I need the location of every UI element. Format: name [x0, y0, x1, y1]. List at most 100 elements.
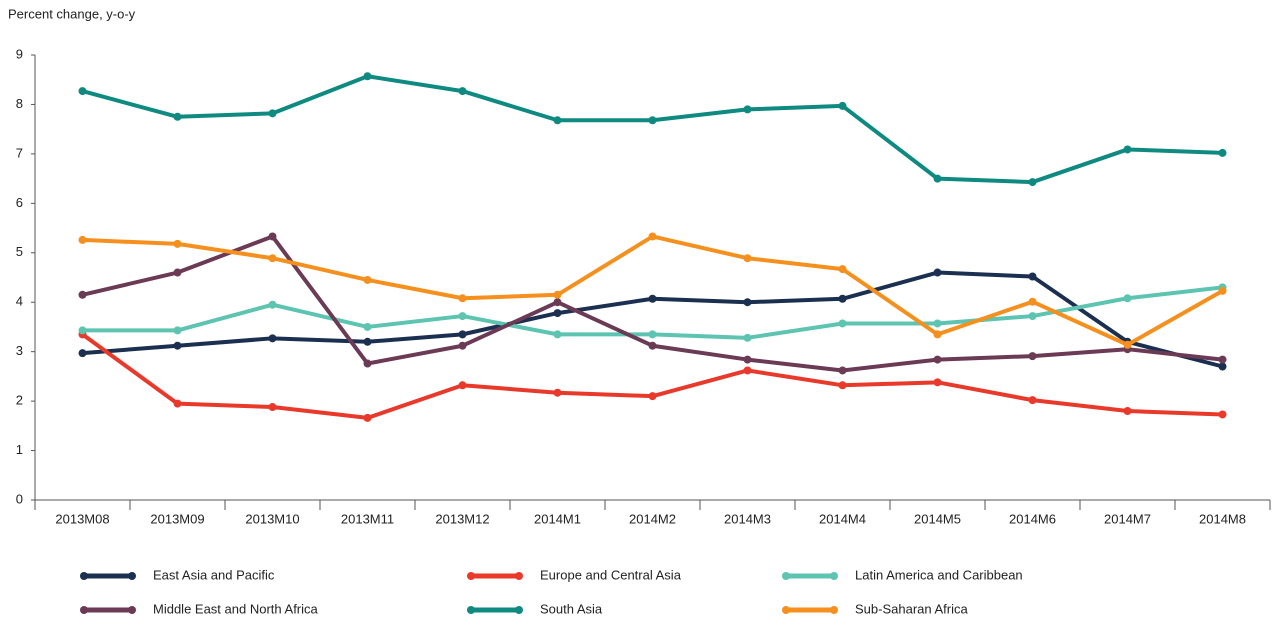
data-point: [553, 116, 562, 125]
data-point: [648, 392, 657, 401]
data-point: [173, 112, 182, 121]
data-point: [363, 322, 372, 331]
data-point: [78, 326, 87, 335]
data-point: [1028, 297, 1037, 306]
data-point: [933, 268, 942, 277]
data-point: [838, 294, 847, 303]
data-point: [78, 349, 87, 358]
data-point: [1218, 362, 1227, 371]
y-tick-label: 7: [16, 145, 23, 160]
data-point: [648, 330, 657, 339]
x-tick-label: 2013M08: [55, 511, 109, 526]
data-point: [838, 366, 847, 375]
data-point: [1218, 286, 1227, 295]
data-point: [268, 334, 277, 343]
legend-dot: [467, 572, 475, 580]
data-point: [648, 294, 657, 303]
data-point: [78, 87, 87, 96]
data-point: [743, 105, 752, 114]
y-tick-label: 3: [16, 343, 23, 358]
x-tick-label: 2014M4: [819, 511, 866, 526]
data-point: [268, 403, 277, 412]
legend-dot: [467, 606, 475, 614]
x-tick-label: 2014M1: [534, 511, 581, 526]
y-tick-label: 0: [16, 491, 23, 506]
data-point: [553, 388, 562, 397]
data-point: [553, 298, 562, 307]
data-point: [1028, 272, 1037, 281]
series-line: [82, 270, 1224, 369]
data-point: [458, 330, 467, 339]
legend-label: East Asia and Pacific: [153, 567, 275, 582]
data-point: [743, 366, 752, 375]
data-point: [838, 381, 847, 390]
data-point: [648, 232, 657, 241]
y-tick-label: 2: [16, 393, 23, 408]
data-point: [933, 355, 942, 364]
y-tick-label: 1: [16, 442, 23, 457]
data-point: [78, 235, 87, 244]
data-point: [1028, 178, 1037, 187]
legend-dot: [515, 572, 523, 580]
data-point: [458, 87, 467, 96]
data-point: [1028, 352, 1037, 361]
data-point: [743, 355, 752, 364]
data-point: [458, 294, 467, 303]
data-point: [458, 312, 467, 321]
legend-dot: [80, 572, 88, 580]
data-point: [1218, 148, 1227, 157]
data-point: [458, 381, 467, 390]
series-line: [81, 74, 1223, 185]
data-point: [268, 109, 277, 118]
legend-label: Middle East and North Africa: [153, 601, 319, 616]
data-point: [933, 378, 942, 387]
data-point: [1123, 145, 1132, 154]
data-point: [1123, 294, 1132, 303]
legend-dot: [782, 572, 790, 580]
data-point: [173, 326, 182, 335]
data-point: [553, 330, 562, 339]
legend-dot: [830, 572, 838, 580]
x-tick-label: 2014M7: [1104, 511, 1151, 526]
data-point: [933, 319, 942, 328]
data-point: [363, 337, 372, 346]
data-point: [363, 359, 372, 368]
legend-label: Sub-Saharan Africa: [855, 601, 969, 616]
x-tick-label: 2013M10: [245, 511, 299, 526]
data-point: [838, 319, 847, 328]
legend-dot: [128, 572, 136, 580]
data-point: [838, 101, 847, 110]
x-tick-label: 2013M12: [435, 511, 489, 526]
data-point: [743, 333, 752, 342]
data-point: [553, 290, 562, 299]
data-point: [173, 268, 182, 277]
data-point: [743, 254, 752, 263]
data-point: [268, 232, 277, 241]
data-point: [553, 309, 562, 318]
x-tick-label: 2013M09: [150, 511, 204, 526]
legend-label: Europe and Central Asia: [540, 567, 682, 582]
data-point: [838, 265, 847, 274]
y-tick-label: 8: [16, 96, 23, 111]
x-tick-label: 2014M6: [1009, 511, 1056, 526]
x-tick-label: 2014M2: [629, 511, 676, 526]
legend-dot: [830, 606, 838, 614]
y-tick-label: 5: [16, 244, 23, 259]
data-point: [78, 290, 87, 299]
data-point: [1028, 312, 1037, 321]
x-tick-label: 2014M8: [1199, 511, 1246, 526]
data-point: [173, 399, 182, 408]
data-point: [743, 298, 752, 307]
data-point: [173, 239, 182, 248]
data-point: [173, 341, 182, 350]
data-point: [1218, 355, 1227, 364]
y-tick-label: 9: [16, 46, 23, 61]
data-point: [1218, 410, 1227, 419]
x-tick-label: 2013M11: [341, 511, 394, 526]
data-point: [933, 174, 942, 183]
legend-dot: [782, 606, 790, 614]
data-point: [1123, 407, 1132, 415]
legend-label: South Asia: [540, 601, 603, 616]
y-tick-label: 4: [16, 294, 23, 309]
